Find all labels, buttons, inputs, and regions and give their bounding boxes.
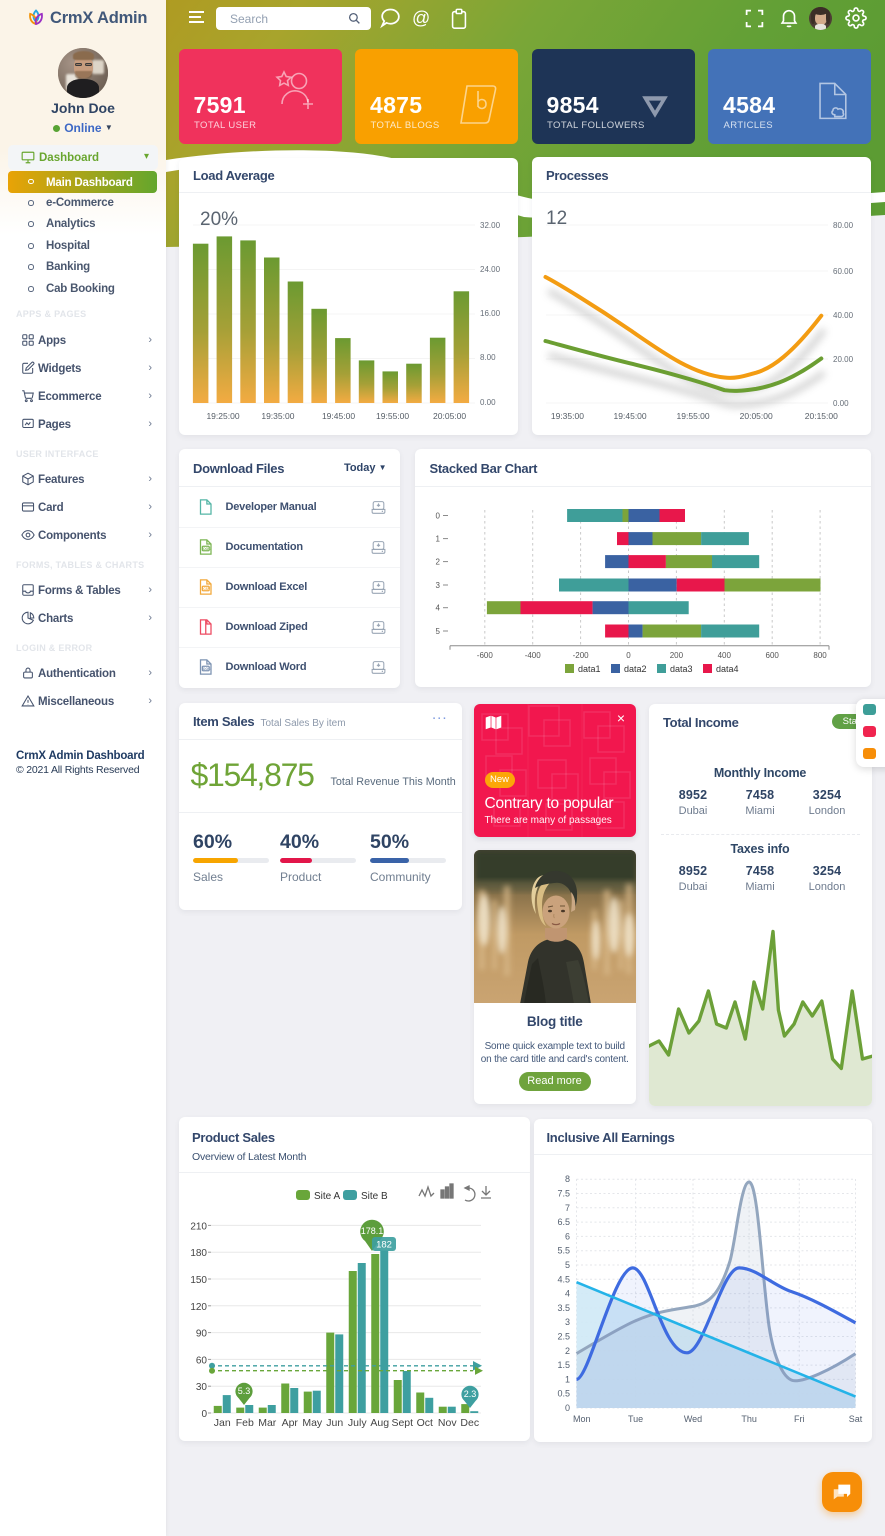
svg-text:3.5: 3.5	[557, 1303, 570, 1313]
svg-text:200: 200	[669, 651, 683, 660]
svg-text:Thu: Thu	[741, 1414, 757, 1424]
svg-text:0: 0	[626, 651, 631, 660]
svg-text:19:55:00: 19:55:00	[376, 411, 409, 421]
svg-text:8: 8	[564, 1174, 569, 1184]
svg-text:4: 4	[435, 604, 440, 613]
svg-text:1: 1	[435, 535, 440, 544]
svg-text:data1: data1	[578, 664, 601, 674]
svg-text:CSV: CSV	[203, 587, 211, 591]
svg-text:Aug: Aug	[370, 1417, 389, 1429]
svg-text:Oct: Oct	[417, 1417, 433, 1429]
svg-text:0.00: 0.00	[833, 399, 849, 408]
svg-text:data3: data3	[670, 664, 693, 674]
svg-text:Wed: Wed	[683, 1414, 701, 1424]
svg-text:60: 60	[196, 1355, 208, 1366]
svg-text:4: 4	[564, 1289, 569, 1299]
svg-text:20%: 20%	[200, 209, 238, 230]
svg-text:0: 0	[201, 1409, 207, 1420]
svg-text:Jan: Jan	[214, 1417, 231, 1429]
svg-text:4.5: 4.5	[557, 1274, 570, 1284]
svg-text:5.5: 5.5	[557, 1246, 570, 1256]
svg-text:-200: -200	[572, 651, 589, 660]
svg-text:Tue: Tue	[628, 1414, 643, 1424]
svg-text:Sat: Sat	[848, 1414, 862, 1424]
svg-text:2: 2	[435, 558, 440, 567]
svg-text:0.00: 0.00	[480, 398, 496, 407]
svg-text:5: 5	[435, 627, 440, 636]
svg-text:5.3: 5.3	[238, 1386, 251, 1396]
svg-text:0: 0	[564, 1403, 569, 1413]
svg-text:80.00: 80.00	[833, 221, 854, 230]
svg-text:7: 7	[564, 1203, 569, 1213]
svg-text:3: 3	[564, 1317, 569, 1327]
svg-text:20.00: 20.00	[833, 355, 854, 364]
svg-text:0: 0	[435, 512, 440, 521]
svg-text:2: 2	[564, 1346, 569, 1356]
svg-text:data2: data2	[624, 664, 647, 674]
svg-text:-400: -400	[524, 651, 541, 660]
svg-text:Jun: Jun	[326, 1417, 343, 1429]
svg-text:Nov: Nov	[438, 1417, 457, 1429]
svg-text:July: July	[348, 1417, 367, 1429]
svg-text:3: 3	[435, 581, 440, 590]
svg-text:Fri: Fri	[794, 1414, 805, 1424]
svg-text:30: 30	[196, 1382, 208, 1393]
svg-text:210: 210	[190, 1221, 207, 1232]
svg-text:data4: data4	[716, 664, 739, 674]
svg-text:180: 180	[190, 1248, 207, 1259]
svg-text:Dec: Dec	[460, 1417, 479, 1429]
svg-text:19:45:00: 19:45:00	[321, 411, 354, 421]
svg-text:400: 400	[717, 651, 731, 660]
svg-text:Apr: Apr	[282, 1417, 299, 1429]
svg-text:12: 12	[546, 208, 567, 229]
svg-text:1.5: 1.5	[557, 1360, 570, 1370]
svg-text:Site B: Site B	[361, 1191, 388, 1202]
svg-text:600: 600	[765, 651, 779, 660]
svg-text:Mon: Mon	[573, 1414, 591, 1424]
svg-text:5: 5	[564, 1260, 569, 1270]
svg-text:Sept: Sept	[391, 1417, 413, 1429]
svg-text:6: 6	[564, 1231, 569, 1241]
svg-text:20:15:00: 20:15:00	[804, 411, 837, 421]
svg-text:150: 150	[190, 1275, 207, 1286]
svg-text:2.5: 2.5	[557, 1332, 570, 1342]
svg-text:2.3: 2.3	[464, 1389, 477, 1399]
svg-text:20:05:00: 20:05:00	[739, 411, 772, 421]
svg-text:0.5: 0.5	[557, 1389, 570, 1399]
svg-text:32.00: 32.00	[480, 221, 501, 230]
svg-text:DOC: DOC	[203, 547, 211, 551]
svg-text:DOC: DOC	[203, 667, 211, 671]
svg-text:19:35:00: 19:35:00	[550, 411, 583, 421]
svg-text:19:25:00: 19:25:00	[206, 411, 239, 421]
svg-text:182: 182	[376, 1240, 392, 1251]
svg-text:120: 120	[190, 1302, 207, 1313]
svg-text:7.5: 7.5	[557, 1189, 570, 1199]
svg-text:90: 90	[196, 1329, 208, 1340]
svg-text:20:05:00: 20:05:00	[433, 411, 466, 421]
svg-text:19:55:00: 19:55:00	[676, 411, 709, 421]
svg-text:19:35:00: 19:35:00	[261, 411, 294, 421]
svg-text:8.00: 8.00	[480, 353, 496, 362]
svg-text:178.1: 178.1	[361, 1226, 384, 1236]
svg-text:May: May	[302, 1417, 323, 1429]
svg-text:16.00: 16.00	[480, 309, 501, 318]
svg-text:19:45:00: 19:45:00	[613, 411, 646, 421]
svg-text:24.00: 24.00	[480, 265, 501, 274]
svg-text:60.00: 60.00	[833, 267, 854, 276]
svg-text:40.00: 40.00	[833, 311, 854, 320]
svg-text:800: 800	[813, 651, 827, 660]
svg-text:Site A: Site A	[314, 1191, 340, 1202]
svg-text:Mar: Mar	[258, 1417, 277, 1429]
svg-text:Feb: Feb	[236, 1417, 254, 1429]
svg-text:1: 1	[564, 1374, 569, 1384]
svg-text:6.5: 6.5	[557, 1217, 570, 1227]
svg-text:-600: -600	[476, 651, 493, 660]
